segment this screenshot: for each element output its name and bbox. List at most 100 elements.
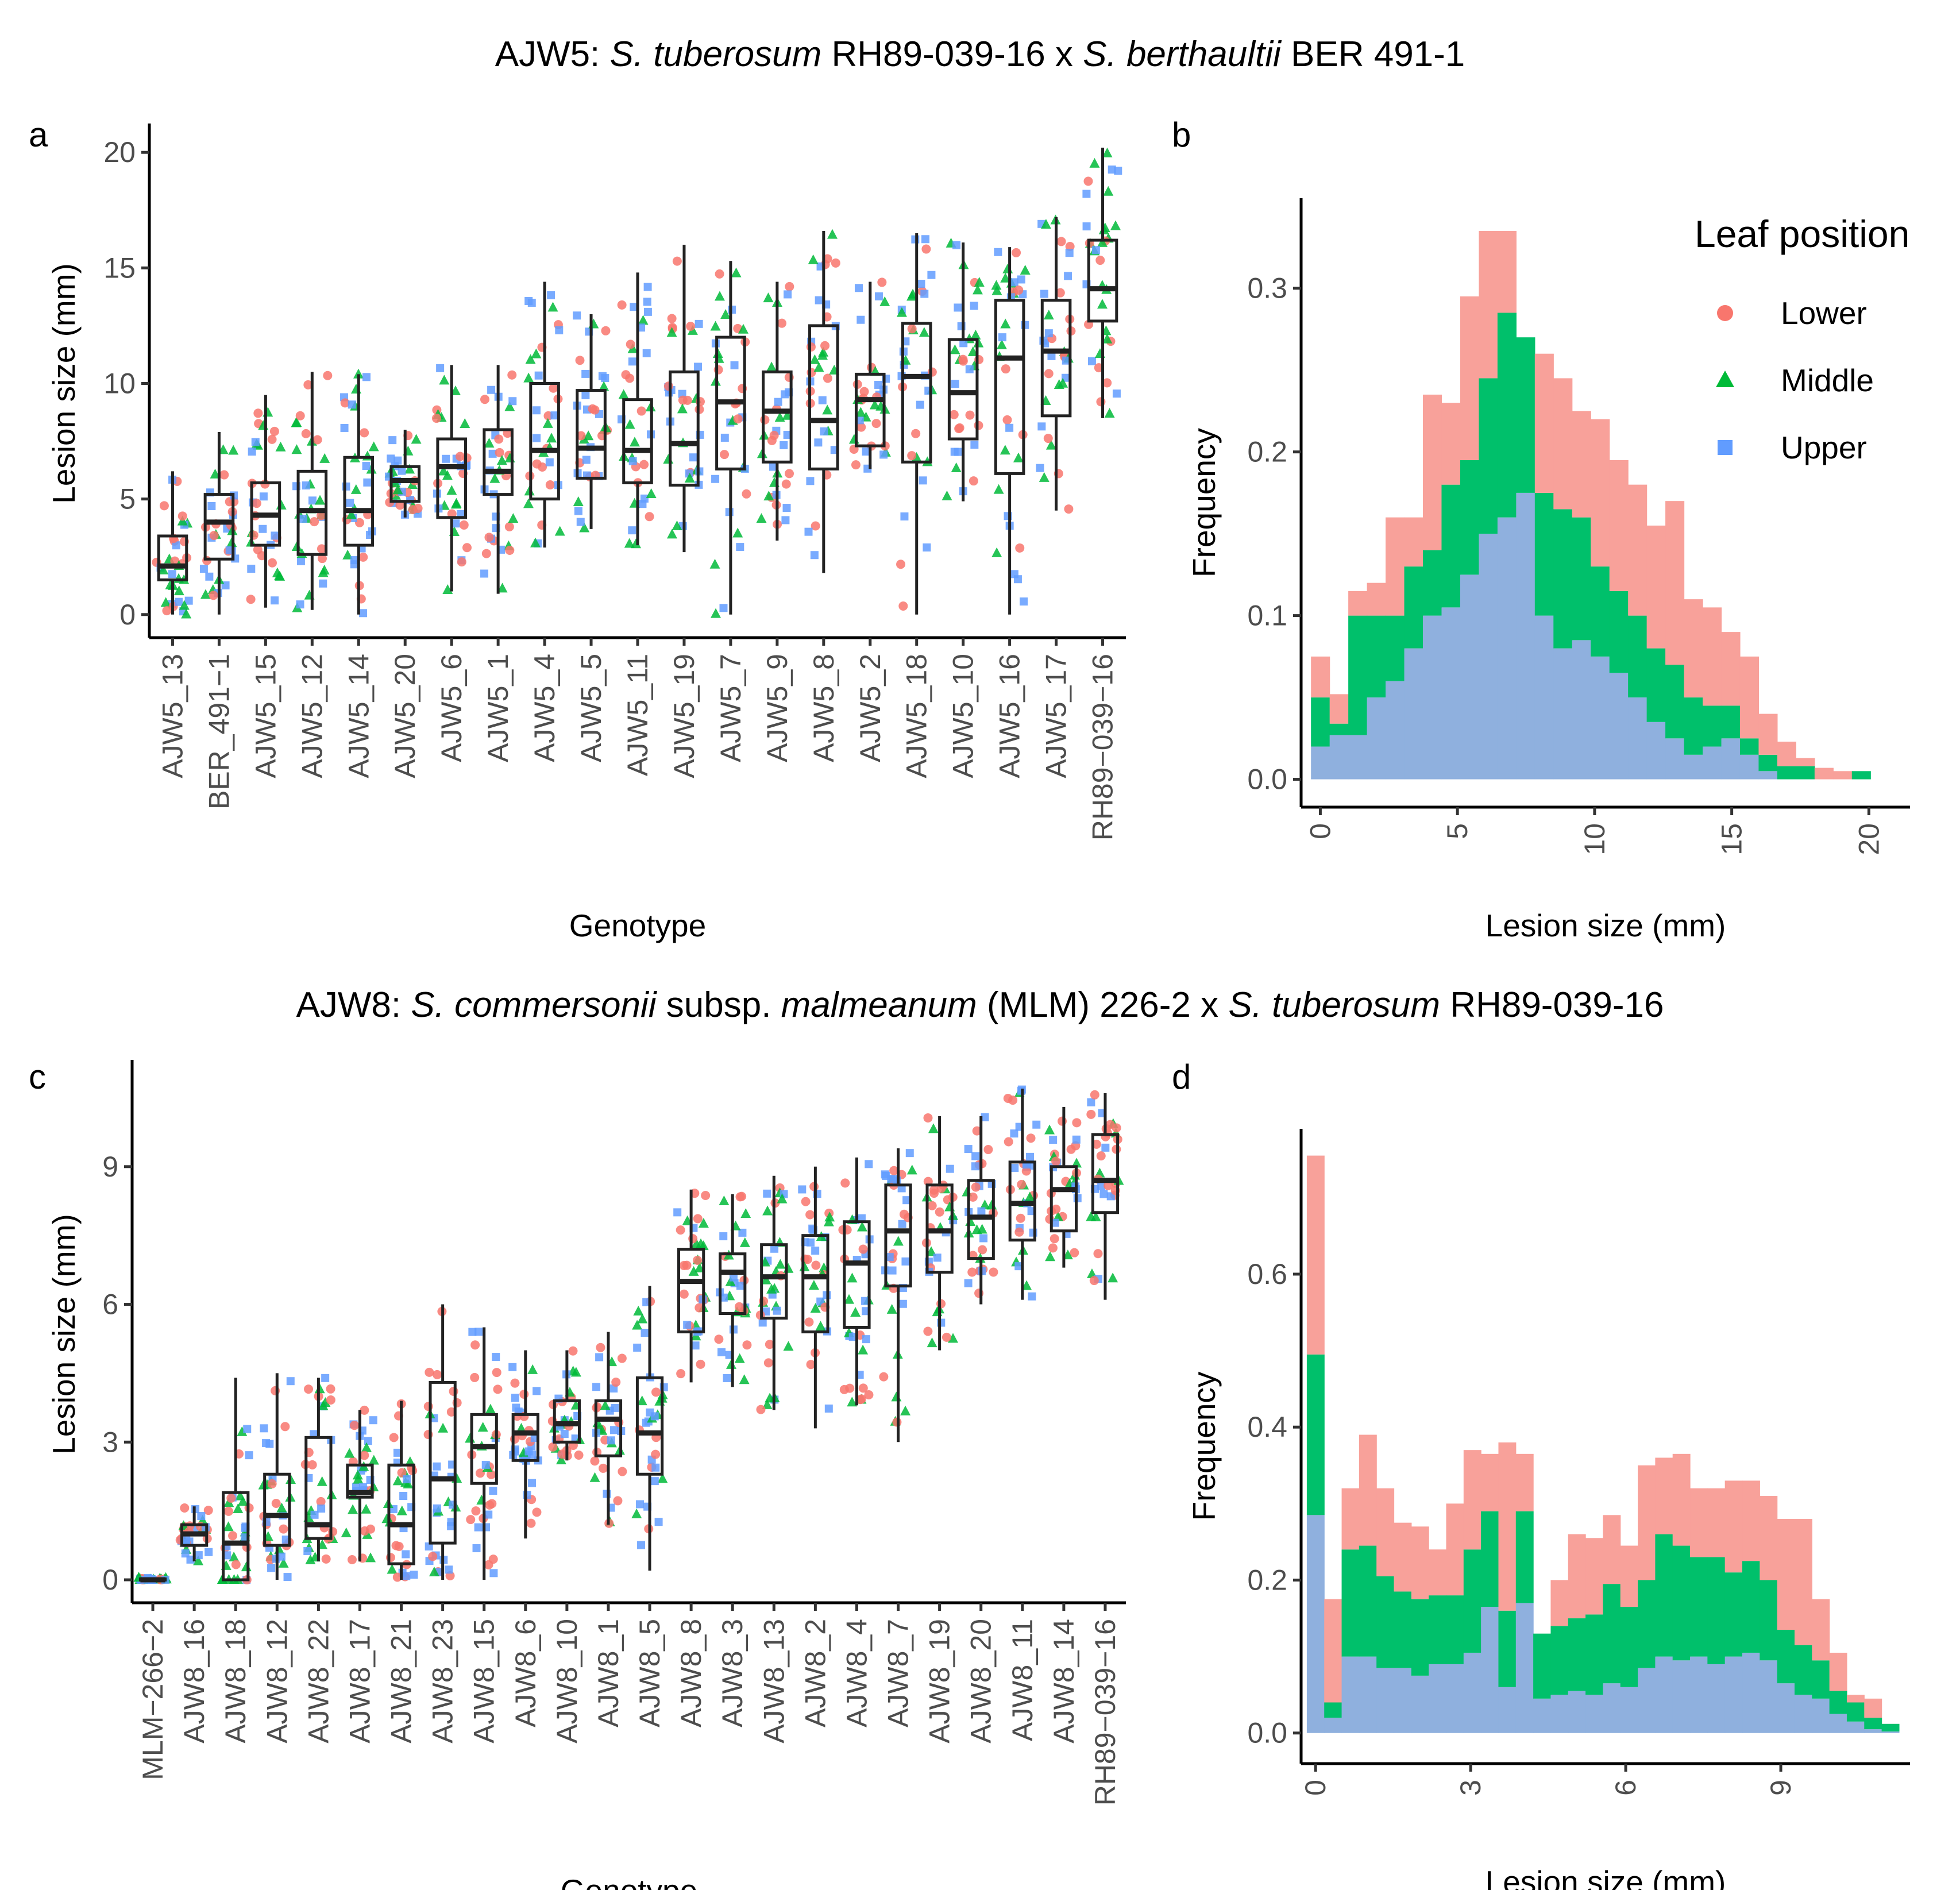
- hist-bar-lower: [1707, 1488, 1726, 1557]
- point-lower: [935, 1207, 944, 1217]
- point-lower: [267, 1479, 277, 1488]
- point-upper: [964, 1145, 973, 1154]
- point-middle: [342, 549, 353, 560]
- point-lower: [943, 1195, 952, 1205]
- point-middle: [237, 1426, 248, 1436]
- hist-bar-middle: [1591, 566, 1610, 657]
- point-middle: [942, 490, 952, 500]
- point-lower: [955, 423, 964, 433]
- point-middle: [734, 1353, 745, 1363]
- point-lower: [696, 1359, 705, 1369]
- point-upper: [582, 456, 591, 464]
- point-lower: [360, 1451, 369, 1460]
- x-tick-label: 9: [1765, 1780, 1797, 1796]
- point-upper: [573, 311, 581, 320]
- point-middle: [411, 434, 422, 444]
- hist-bar-lower: [1550, 1580, 1569, 1626]
- point-middle: [229, 1551, 240, 1561]
- point-middle: [1071, 1158, 1082, 1168]
- box-RH89−039−16: [1091, 1093, 1120, 1300]
- point-upper: [902, 1196, 911, 1205]
- jitter-points: [133, 1085, 1124, 1585]
- point-middle: [991, 547, 1002, 557]
- point-lower: [672, 256, 682, 266]
- point-lower: [801, 1197, 811, 1206]
- x-tick-label: AJW8_1: [592, 1619, 624, 1727]
- panel-a-boxplot: a 0 5 10 15 20 AJW5_13 BER_491−1 AJW5_15 AJW5_12 A…: [29, 115, 1126, 943]
- point-middle: [223, 1521, 234, 1532]
- point-lower: [170, 556, 180, 566]
- point-lower: [1055, 288, 1065, 298]
- x-tick-label: AJW5_15: [249, 654, 281, 778]
- point-upper: [508, 1363, 517, 1371]
- point-upper: [545, 458, 554, 466]
- point-lower: [636, 406, 646, 416]
- point-upper: [281, 1535, 290, 1544]
- point-upper: [247, 564, 256, 573]
- hist-bar-lower: [1846, 1695, 1865, 1703]
- box-AJW5_12: [296, 372, 328, 610]
- hist-bar-upper: [1846, 1721, 1865, 1733]
- hist-bar-lower: [1463, 1450, 1481, 1550]
- x-tick-label: AJW5_5: [575, 654, 607, 762]
- point-middle: [1097, 237, 1108, 247]
- point-upper: [489, 1487, 497, 1495]
- point-upper: [1091, 246, 1100, 254]
- hist-bar-lower: [1672, 1453, 1691, 1546]
- box-AJW8_20: [967, 1116, 995, 1305]
- box-AJW5_18: [901, 233, 932, 615]
- hist-bar-middle: [1404, 566, 1423, 649]
- point-middle: [451, 497, 462, 508]
- point-lower: [487, 1469, 496, 1479]
- panel-letter: d: [1172, 1058, 1191, 1096]
- box-iqr: [901, 322, 932, 464]
- point-lower: [394, 1542, 404, 1552]
- box-AJW5_14: [343, 374, 375, 615]
- point-upper: [952, 241, 961, 249]
- point-middle: [646, 488, 657, 498]
- point-upper: [468, 1328, 477, 1336]
- panel-letter: c: [29, 1058, 46, 1096]
- point-upper: [723, 1374, 731, 1383]
- point-middle: [275, 441, 286, 452]
- hist-bar-upper: [1864, 1729, 1882, 1733]
- point-lower: [1086, 1109, 1096, 1119]
- point-lower: [742, 1340, 752, 1350]
- point-upper: [533, 1387, 541, 1395]
- box-AJW5_1: [483, 365, 514, 594]
- x-tick-label: AJW8_3: [716, 1619, 748, 1727]
- point-middle: [404, 464, 415, 474]
- box-AJW8_22: [304, 1378, 333, 1562]
- point-lower: [385, 1553, 395, 1563]
- x-axis-title: Genotype: [569, 908, 707, 943]
- box-iqr: [947, 338, 979, 441]
- point-middle: [919, 327, 929, 337]
- hist-bar-middle: [1572, 517, 1591, 641]
- box-iqr: [762, 370, 793, 464]
- point-upper: [719, 1293, 728, 1302]
- point-upper: [717, 1348, 726, 1356]
- point-upper: [814, 438, 823, 447]
- point-middle: [1020, 265, 1031, 275]
- hist-bar-middle: [1794, 1645, 1812, 1695]
- point-upper: [673, 1208, 682, 1217]
- point-lower: [851, 460, 861, 470]
- point-upper: [346, 499, 354, 507]
- point-lower: [742, 489, 751, 499]
- box-AJW8_11: [1008, 1088, 1036, 1300]
- hist-bar-upper: [1794, 1695, 1812, 1733]
- point-middle: [808, 254, 819, 264]
- point-middle: [766, 361, 777, 372]
- x-tick-label: AJW5_11: [622, 654, 654, 776]
- point-upper: [965, 365, 974, 373]
- point-upper: [197, 1512, 206, 1521]
- point-lower: [267, 434, 277, 444]
- hist-bar-middle: [1429, 1595, 1447, 1664]
- hist-bar-lower: [1628, 484, 1648, 616]
- point-upper: [1010, 1163, 1019, 1172]
- point-lower: [471, 1506, 481, 1516]
- point-upper: [635, 1500, 644, 1509]
- hist-bar-middle: [1846, 1702, 1865, 1722]
- hist-bar-middle: [1463, 1549, 1481, 1653]
- point-middle: [317, 1476, 327, 1486]
